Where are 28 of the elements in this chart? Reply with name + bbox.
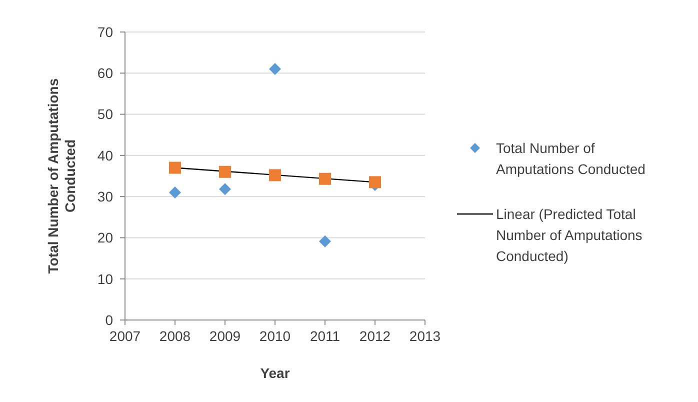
y-tick-label: 30 xyxy=(97,188,114,204)
x-axis-title: Year xyxy=(260,365,290,381)
legend-label: Total Number of Amputations Conducted xyxy=(496,140,646,177)
point xyxy=(269,63,281,76)
y-tick-label: 60 xyxy=(97,65,114,82)
y-axis-title: Total Number of Amputations Conducted xyxy=(45,78,78,274)
point xyxy=(169,162,181,174)
x-tick-label: 2008 xyxy=(159,328,191,344)
y-tick-label: 10 xyxy=(97,270,114,287)
point xyxy=(369,176,381,188)
point xyxy=(219,183,231,196)
point xyxy=(219,166,231,178)
x-tick-label: 2007 xyxy=(109,328,141,344)
legend-label: Linear (Predicted Total Number of Amputations Conducted) xyxy=(496,206,642,264)
y-tick-label: 0 xyxy=(105,312,114,328)
x-tick-label: 2009 xyxy=(209,328,241,344)
point xyxy=(269,169,281,182)
y-tick-label: 50 xyxy=(97,106,114,122)
x-tick-label: 2010 xyxy=(259,328,291,344)
point xyxy=(319,235,331,248)
y-tick-label: 20 xyxy=(97,230,114,246)
x-tick-label: 2011 xyxy=(310,328,340,344)
point xyxy=(319,172,331,185)
y-tick-label: 40 xyxy=(97,147,114,164)
y-tick-label: 70 xyxy=(97,24,114,40)
x-tick-label: 2012 xyxy=(359,328,391,344)
x-tick-label: 2013 xyxy=(409,328,441,344)
point xyxy=(169,186,181,198)
